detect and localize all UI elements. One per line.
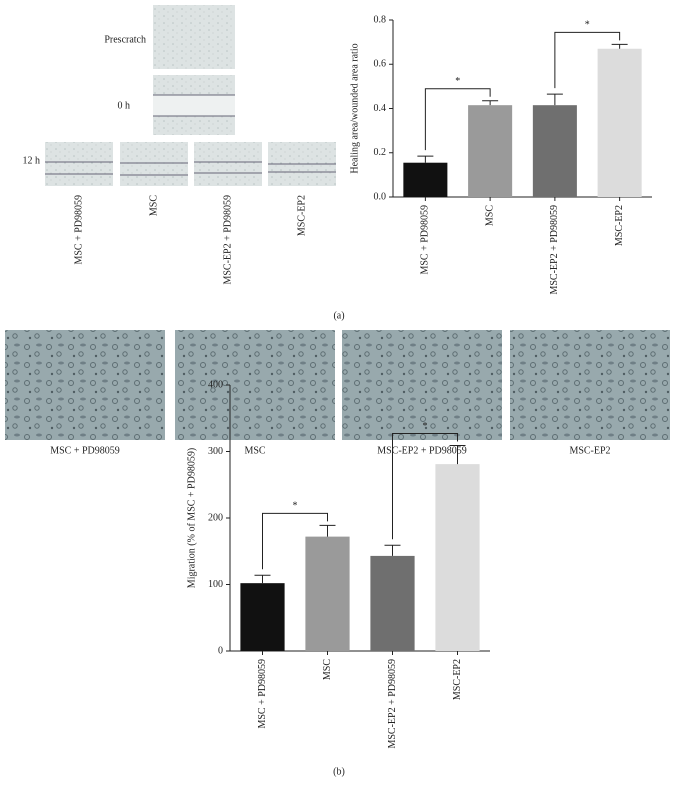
x-tick-label: MSC-EP2 + PD98059 bbox=[549, 205, 560, 295]
y-axis-label: Healing area/wounded area ratio bbox=[349, 43, 360, 173]
significance-bracket bbox=[554, 31, 621, 89]
image bbox=[153, 5, 235, 69]
y-tick-label: 0.2 bbox=[374, 147, 387, 158]
image bbox=[153, 75, 235, 135]
caption: (b) bbox=[333, 766, 345, 777]
error-bar bbox=[482, 100, 499, 106]
image bbox=[510, 330, 670, 440]
x-tick-label: MSC bbox=[484, 205, 495, 226]
bar bbox=[597, 48, 642, 198]
row-label: Prescratch bbox=[104, 34, 146, 45]
image bbox=[342, 330, 502, 440]
image-label: MSC + PD98059 bbox=[50, 445, 120, 456]
image bbox=[5, 330, 165, 440]
row-label: 12 h bbox=[23, 155, 41, 166]
significance-label: * bbox=[423, 421, 428, 432]
bar bbox=[305, 536, 350, 651]
significance-bracket bbox=[424, 88, 491, 151]
x-tick-label: MSC + PD98059 bbox=[257, 659, 268, 729]
y-tick-label: 200 bbox=[208, 512, 223, 523]
image-label: MSC bbox=[244, 445, 265, 456]
x-tick-label: MSC + PD98059 bbox=[420, 205, 431, 275]
x-tick-label: MSC-EP2 bbox=[452, 659, 463, 700]
image bbox=[120, 142, 188, 186]
image-label: MSC-EP2 bbox=[569, 445, 610, 456]
significance-label: * bbox=[293, 501, 298, 512]
caption: (a) bbox=[333, 310, 344, 321]
y-tick-label: 300 bbox=[208, 446, 223, 457]
image-label: MSC bbox=[148, 195, 159, 216]
y-axis-label: Migration (% of MSC + PD98059) bbox=[186, 448, 197, 588]
y-tick-label: 0.4 bbox=[374, 103, 387, 114]
image bbox=[45, 142, 113, 186]
bar bbox=[435, 464, 480, 651]
image-label: MSC-EP2 bbox=[296, 195, 307, 236]
image-label: MSC-EP2 + PD98059 bbox=[222, 195, 233, 285]
y-tick-label: 0.0 bbox=[374, 191, 387, 202]
significance-label: * bbox=[455, 76, 460, 87]
significance-bracket bbox=[262, 512, 328, 570]
bar bbox=[403, 162, 448, 197]
error-bar bbox=[319, 524, 336, 537]
image-label: MSC-EP2 + PD98059 bbox=[377, 445, 467, 456]
x-tick-label: MSC bbox=[322, 659, 333, 680]
error-bar bbox=[449, 445, 466, 465]
bar bbox=[532, 105, 577, 197]
y-tick-label: 400 bbox=[208, 379, 223, 390]
x-tick-label: MSC-EP2 bbox=[614, 205, 625, 246]
y-tick-label: 100 bbox=[208, 579, 223, 590]
row-label: 0 h bbox=[118, 100, 131, 111]
bar bbox=[468, 105, 513, 197]
image-label: MSC + PD98059 bbox=[73, 195, 84, 265]
error-bar bbox=[546, 93, 563, 106]
error-bar bbox=[384, 544, 401, 556]
significance-bracket bbox=[392, 433, 458, 540]
bar bbox=[370, 555, 415, 651]
significance-label: * bbox=[585, 20, 590, 31]
image bbox=[194, 142, 262, 186]
y-tick-label: 0 bbox=[218, 645, 223, 656]
error-bar bbox=[254, 574, 271, 584]
y-tick-label: 0.8 bbox=[374, 14, 387, 25]
y-tick-label: 0.6 bbox=[374, 59, 387, 70]
image bbox=[175, 330, 335, 440]
error-bar bbox=[611, 43, 628, 49]
error-bar bbox=[417, 155, 434, 163]
bar bbox=[240, 583, 285, 651]
x-tick-label: MSC-EP2 + PD98059 bbox=[387, 659, 398, 749]
